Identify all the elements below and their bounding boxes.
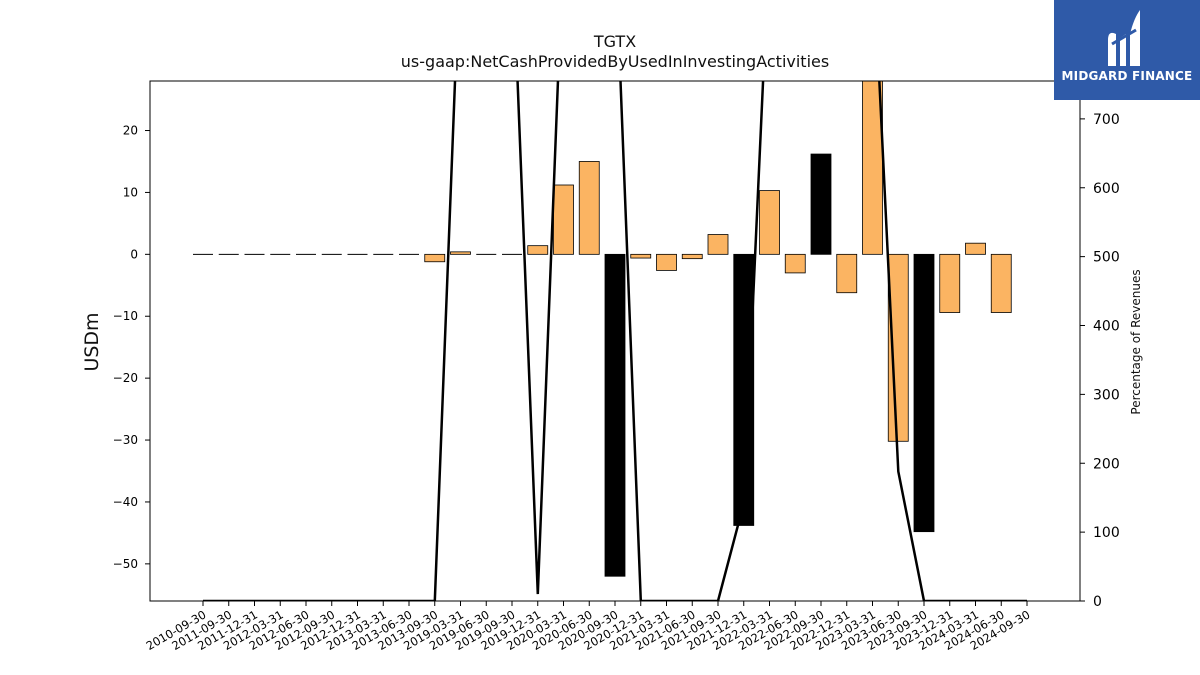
series-line — [203, 81, 1027, 601]
bar — [553, 184, 574, 255]
y-tick-label: −20 — [113, 371, 138, 385]
bar — [913, 253, 935, 533]
bar — [733, 253, 755, 526]
y-tick-label: −30 — [113, 433, 138, 447]
y-tick-label: 20 — [123, 124, 138, 138]
y2-tick-label: 0 — [1093, 594, 1102, 610]
bar — [939, 253, 961, 313]
chart-title: TGTX — [593, 32, 637, 51]
y-tick-label: −50 — [113, 557, 138, 571]
logo-text: MIDGARD FINANCE — [1061, 69, 1193, 83]
bar — [759, 190, 780, 255]
bar — [887, 253, 909, 442]
midgard-finance-logo: MIDGARD FINANCE — [1054, 0, 1200, 100]
y2-tick-label: 200 — [1093, 456, 1120, 472]
bar — [784, 253, 806, 274]
y2-tick-label: 100 — [1093, 525, 1120, 541]
bar — [707, 234, 729, 255]
y2-tick-label: 400 — [1093, 319, 1120, 335]
y2-tick-label: 500 — [1093, 250, 1120, 266]
y-tick-label: −10 — [113, 309, 138, 323]
bar — [965, 242, 986, 255]
y2-tick-label: 600 — [1093, 181, 1120, 197]
y-tick-label: 0 — [130, 247, 138, 261]
y2-axis-label: Percentage of Revenues — [1129, 269, 1143, 415]
bar — [450, 251, 471, 255]
bar — [836, 253, 858, 294]
bar — [578, 161, 600, 255]
y2-tick-label: 700 — [1093, 112, 1120, 128]
logo-mark-icon — [1054, 0, 1200, 100]
y-tick-label: 10 — [123, 185, 138, 199]
bar — [527, 245, 549, 255]
bar — [681, 253, 703, 260]
y-axis-label: USDm — [81, 312, 103, 372]
y2-tick-label: 300 — [1093, 387, 1120, 403]
bar — [990, 253, 1012, 313]
bar — [424, 253, 446, 263]
bar — [656, 253, 677, 271]
bar — [810, 153, 832, 255]
bar — [630, 253, 652, 259]
chart-subtitle: us-gaap:NetCashProvidedByUsedInInvesting… — [400, 52, 830, 71]
y-tick-label: −40 — [113, 495, 138, 509]
bar — [604, 253, 626, 577]
